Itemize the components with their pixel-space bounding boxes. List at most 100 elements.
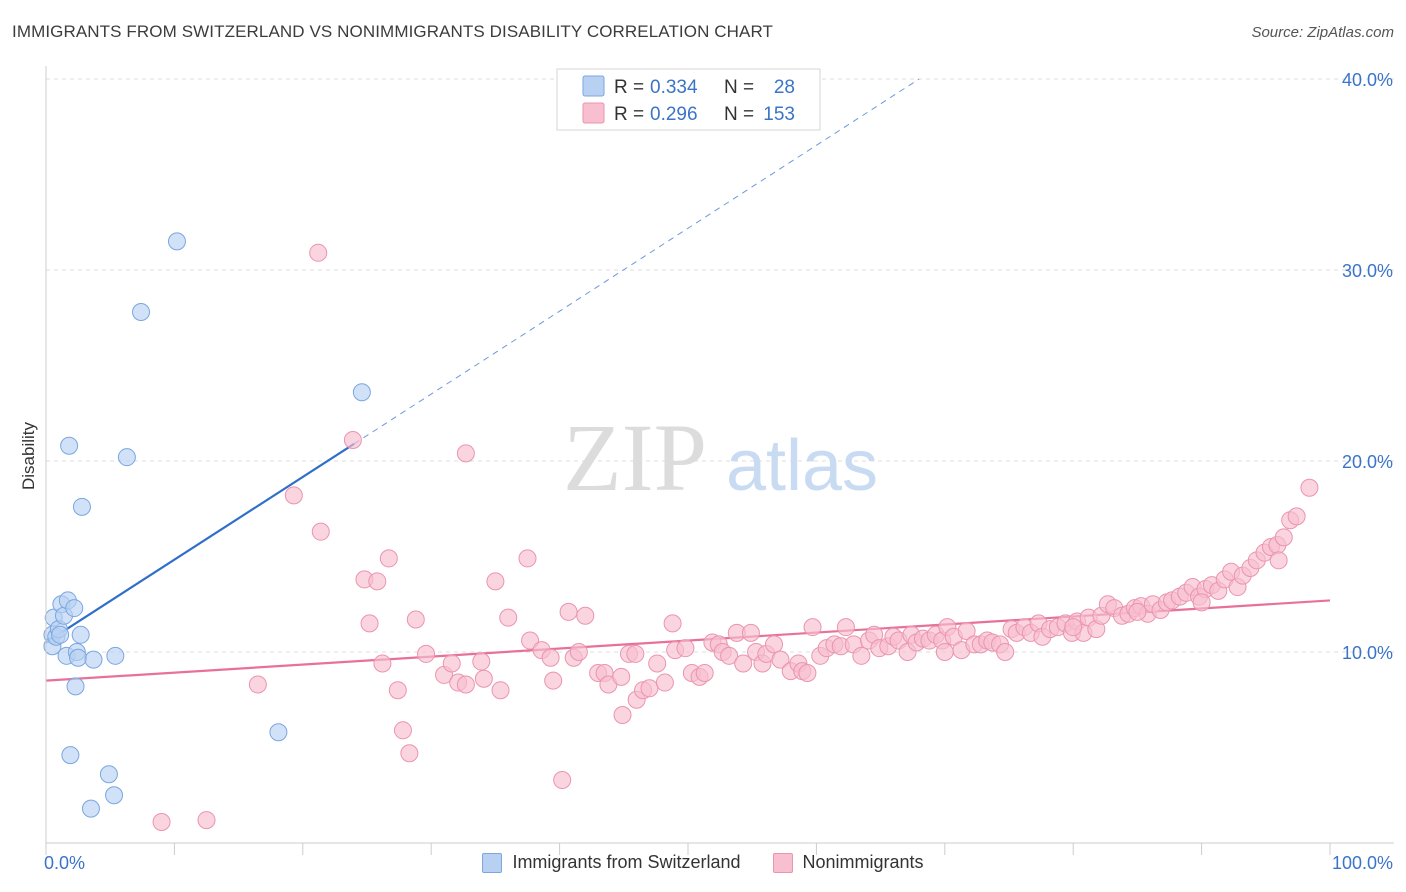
data-point-swiss — [132, 303, 151, 322]
x-tick-label: 0.0% — [44, 853, 85, 873]
data-point-nonimm — [197, 811, 216, 830]
trend-line-swiss — [45, 442, 355, 644]
data-point-nonimm — [996, 643, 1015, 661]
data-point-nonimm — [472, 652, 491, 671]
y-tick-label: 30.0% — [1342, 261, 1393, 281]
data-point-nonimm — [1287, 507, 1306, 526]
data-point-nonimm — [491, 681, 510, 700]
data-point-nonimm — [388, 681, 407, 700]
x-tick-label: 100.0% — [1332, 853, 1393, 873]
data-point-nonimm — [765, 635, 784, 654]
source-label: Source: ZipAtlas.com — [1251, 24, 1394, 41]
data-point-nonimm — [1128, 602, 1147, 621]
data-point-nonimm — [360, 614, 379, 633]
data-point-nonimm — [400, 744, 419, 763]
data-point-swiss — [81, 799, 100, 818]
data-point-nonimm — [803, 618, 822, 637]
data-point-swiss — [71, 625, 90, 644]
data-point-nonimm — [406, 610, 425, 629]
data-point-nonimm — [152, 812, 171, 831]
data-point-swiss — [66, 677, 85, 696]
data-point-nonimm — [741, 623, 760, 642]
data-point-swiss — [105, 786, 124, 805]
legend-r-value-nonimm: 0.296 — [650, 104, 698, 125]
data-point-swiss — [60, 436, 79, 455]
data-point-nonimm — [576, 606, 595, 625]
data-point-nonimm — [442, 654, 461, 673]
watermark-zip: ZIP — [563, 404, 707, 511]
trend-extension-swiss — [353, 78, 920, 445]
legend-n-label-nonimm: N = — [724, 104, 754, 125]
data-point-swiss — [117, 448, 136, 467]
legend-item-nonimm: Nonimmigrants — [772, 852, 924, 873]
data-point-nonimm — [486, 572, 505, 591]
watermark-atlas: atlas — [726, 426, 878, 506]
data-point-nonimm — [695, 664, 714, 683]
data-point-nonimm — [521, 631, 540, 650]
data-point-nonimm — [309, 243, 328, 262]
y-axis-label: Disability — [19, 421, 38, 490]
data-point-nonimm — [379, 549, 398, 568]
legend-n-label-swiss: N = — [724, 77, 754, 98]
data-point-swiss — [72, 497, 91, 516]
legend-n-value-swiss: 28 — [774, 77, 795, 98]
y-tick-label: 40.0% — [1342, 70, 1393, 90]
legend-swatch-nonimm-bottom — [772, 852, 793, 873]
data-point-nonimm — [613, 706, 632, 725]
data-point-swiss — [167, 232, 186, 251]
data-point-nonimm — [569, 643, 588, 661]
chart-title: IMMIGRANTS FROM SWITZERLAND VS NONIMMIGR… — [12, 22, 774, 41]
data-point-swiss — [269, 723, 288, 742]
data-point-nonimm — [626, 644, 645, 663]
data-point-nonimm — [1300, 478, 1319, 497]
legend-swatch-nonimm — [582, 102, 605, 124]
data-point-nonimm — [541, 648, 560, 667]
data-point-nonimm — [663, 614, 682, 633]
data-point-nonimm — [559, 602, 578, 621]
legend-label-nonimm: Nonimmigrants — [802, 852, 924, 872]
data-point-swiss — [99, 765, 118, 784]
data-point-nonimm — [676, 639, 695, 658]
data-point-nonimm — [311, 522, 330, 541]
data-point-nonimm — [734, 654, 753, 673]
data-point-nonimm — [935, 643, 954, 661]
data-point-swiss — [69, 648, 88, 667]
points-layer — [43, 232, 1319, 831]
data-point-nonimm — [852, 646, 871, 665]
data-point-swiss — [65, 599, 84, 618]
data-point-swiss — [84, 650, 103, 669]
grid-layer — [46, 78, 1394, 653]
data-point-swiss — [106, 646, 125, 665]
data-point-nonimm — [368, 572, 387, 591]
y-tick-label: 10.0% — [1342, 643, 1393, 663]
data-point-nonimm — [474, 669, 493, 688]
data-point-swiss — [61, 746, 80, 765]
data-point-nonimm — [1192, 593, 1211, 612]
legend-swatch-swiss-bottom — [482, 852, 503, 873]
data-point-nonimm — [771, 650, 790, 669]
data-point-swiss — [352, 383, 371, 402]
data-point-nonimm — [373, 654, 392, 673]
data-point-swiss — [51, 625, 70, 644]
data-point-nonimm — [1064, 618, 1083, 637]
data-point-nonimm — [456, 444, 475, 463]
data-point-nonimm — [612, 667, 631, 686]
data-point-nonimm — [836, 618, 855, 637]
data-point-nonimm — [518, 549, 537, 568]
data-point-nonimm — [720, 646, 739, 665]
data-point-nonimm — [343, 430, 362, 449]
data-point-nonimm — [456, 675, 475, 694]
watermark: ZIP atlas — [563, 404, 878, 511]
legend-n-value-nonimm: 153 — [763, 104, 795, 125]
data-point-nonimm — [248, 675, 267, 694]
trend-layer — [45, 78, 1331, 682]
data-point-nonimm — [648, 654, 667, 673]
data-point-nonimm — [798, 664, 817, 683]
data-point-nonimm — [655, 673, 674, 692]
legend-r-value-swiss: 0.334 — [650, 77, 698, 98]
legend-item-swiss: Immigrants from Switzerland — [482, 852, 741, 873]
stats-legend: R = 0.334 N = 28 R = 0.296 N = 153 — [556, 68, 821, 131]
data-point-nonimm — [1269, 551, 1288, 570]
data-point-nonimm — [640, 679, 659, 698]
